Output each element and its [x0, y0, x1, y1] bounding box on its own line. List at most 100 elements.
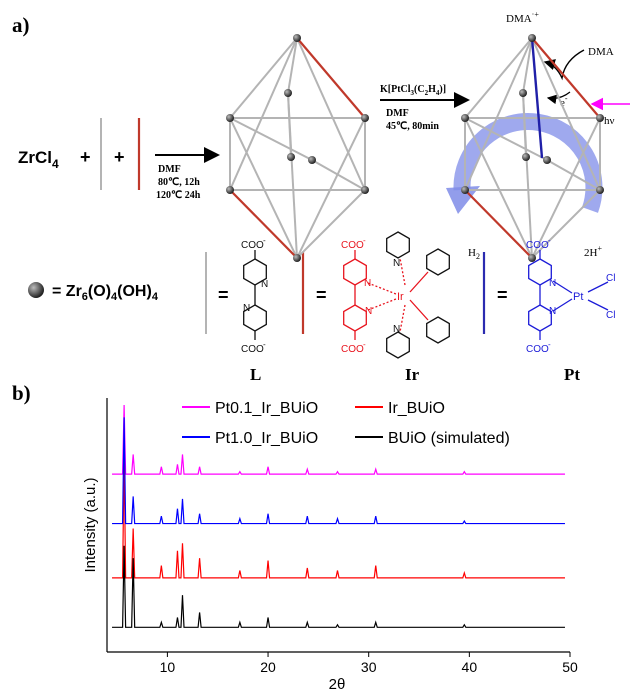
sup: - [565, 94, 568, 103]
atom-label: N [393, 324, 400, 335]
product: H2 [468, 247, 480, 261]
charge: - [548, 340, 551, 349]
atom-label: Cl [606, 310, 615, 321]
node [461, 114, 469, 122]
bond [588, 300, 608, 310]
condition: 45℃, 80min [386, 121, 439, 132]
charge: - [548, 236, 551, 245]
node [543, 156, 551, 164]
node [596, 186, 604, 194]
ring [387, 332, 410, 358]
donor-arrow [545, 50, 584, 78]
linker-name: L [250, 365, 261, 384]
ring [344, 259, 367, 285]
atom-label: COO [241, 240, 264, 251]
protons: 2H+ [584, 244, 602, 259]
panel-a: a) ZrCl4 + + DMF 80℃, 12h 120℃ 24h K[PtC… [12, 10, 630, 384]
t: (C [414, 84, 425, 95]
plus: + [80, 147, 91, 167]
linker-name: Ir [405, 365, 420, 384]
node-formula: = Zr6(O)4(OH)4 [52, 283, 159, 303]
light: hν [604, 115, 615, 127]
charge: - [363, 340, 366, 349]
charge: - [263, 236, 266, 245]
atom-label: Cl [606, 273, 615, 284]
ring [427, 249, 450, 275]
node [361, 114, 369, 122]
bond [410, 272, 428, 292]
node [519, 89, 527, 97]
node [287, 153, 295, 161]
t: (O) [88, 283, 111, 300]
x-tick-label: 30 [361, 659, 377, 675]
legend-label: Pt0.1_Ir_BUiO [215, 400, 318, 417]
node [226, 114, 234, 122]
node [226, 186, 234, 194]
edge [465, 38, 532, 118]
radical: DMA·+ [506, 10, 539, 25]
series-line [112, 546, 565, 628]
y-axis-label: Intensity (a.u.) [82, 477, 99, 572]
sup: ·+ [532, 10, 540, 19]
node [308, 156, 316, 164]
atom-label: N [365, 306, 372, 317]
edge [297, 38, 365, 190]
ring [529, 259, 552, 285]
atom-label: COO [526, 344, 549, 355]
bond [368, 283, 396, 294]
t: 2H [584, 247, 598, 259]
node [522, 153, 530, 161]
atom-label: Ir [397, 291, 404, 303]
figure: a) ZrCl4 + + DMF 80℃, 12h 120℃ 24h K[PtC… [0, 0, 632, 691]
atom-label: N [549, 278, 556, 289]
edge [230, 118, 312, 160]
charge: - [363, 236, 366, 245]
t: = Zr [52, 283, 82, 300]
equals: = [497, 285, 508, 305]
donor: DMA [588, 46, 614, 58]
node [596, 114, 604, 122]
panel-label: b) [12, 381, 31, 405]
linker-name: Pt [564, 365, 580, 384]
legend-label: Pt1.0_Ir_BUiO [215, 430, 318, 447]
equals: = [218, 285, 229, 305]
ring [529, 305, 552, 331]
panel-label: a) [12, 13, 30, 37]
bond [588, 282, 608, 292]
t: (OH) [117, 283, 152, 300]
edge [230, 38, 297, 118]
condition: 80℃, 12h [158, 177, 200, 188]
ring [387, 232, 410, 258]
node [361, 186, 369, 194]
sub: 4 [152, 291, 159, 303]
solvent: DMF [386, 108, 409, 119]
atom-label: N [364, 278, 371, 289]
sub: 2 [476, 252, 480, 261]
subscript: 4 [52, 157, 59, 171]
t: )] [439, 84, 446, 95]
t: DMA [506, 13, 532, 25]
ring [427, 317, 450, 343]
atom-label: N [261, 279, 268, 290]
edge [532, 38, 600, 190]
atom-label: Pt [573, 291, 583, 303]
atom-label: COO [526, 240, 549, 251]
atom-label: N [549, 306, 556, 317]
edge-red [297, 38, 365, 118]
reagent: K[PtCl3(C2H4)] [380, 84, 446, 97]
formula: ZrCl [18, 148, 52, 167]
x-axis-label: 2θ [329, 676, 346, 691]
atom-label: COO [241, 344, 264, 355]
atom-label: COO [341, 240, 364, 251]
atom-label: N [393, 258, 400, 269]
legend-label: Ir_BUiO [388, 400, 445, 417]
node [528, 34, 536, 42]
node [528, 254, 536, 262]
edge [297, 118, 365, 258]
node [461, 186, 469, 194]
plus: + [114, 147, 125, 167]
x-tick-label: 50 [562, 659, 578, 675]
sup: + [597, 244, 602, 253]
bond [410, 300, 428, 320]
charge: - [263, 340, 266, 349]
